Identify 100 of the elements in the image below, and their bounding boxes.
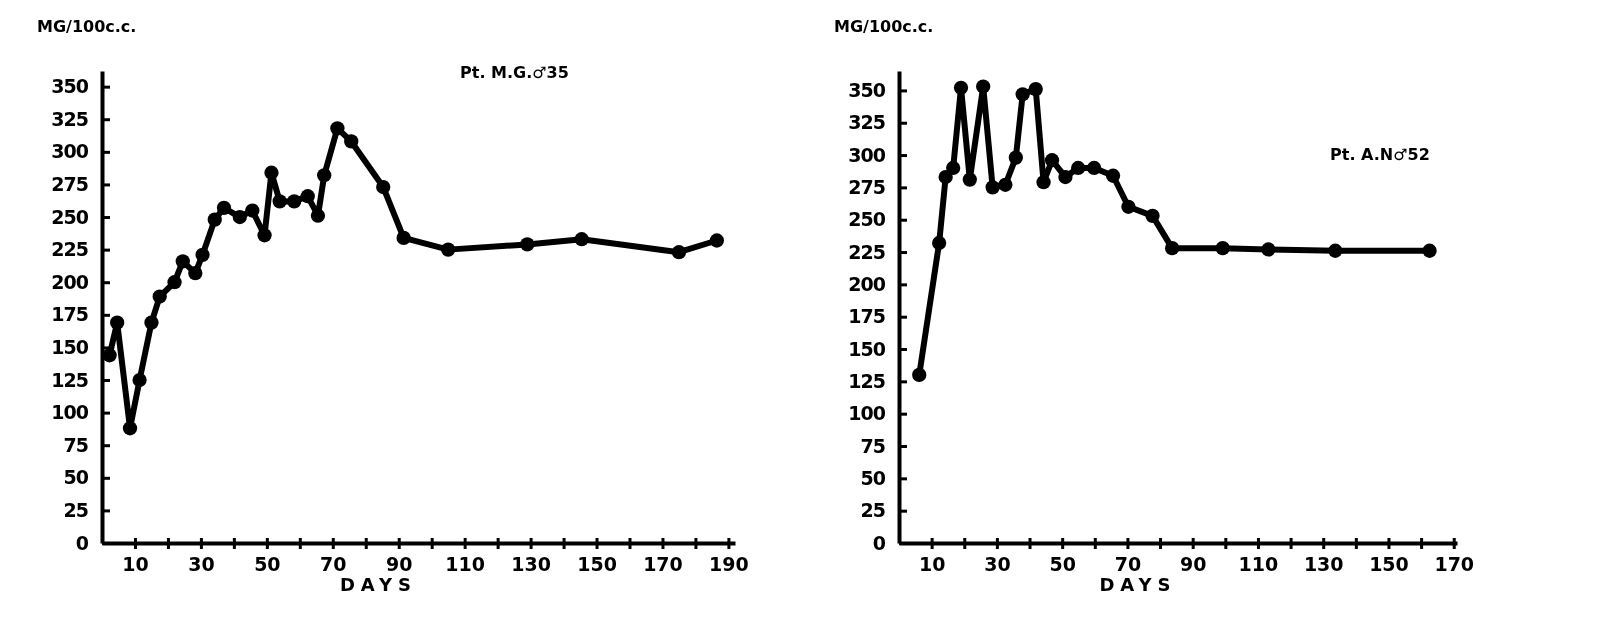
point <box>195 247 210 262</box>
point <box>272 194 287 209</box>
point <box>932 235 947 251</box>
y-tick-label: 325 <box>51 107 88 130</box>
x-tick-label: 10 <box>122 553 149 575</box>
x-tick-label: 170 <box>643 553 683 575</box>
y-tick-label: 275 <box>51 173 88 196</box>
point <box>396 230 411 246</box>
x-tick-label: 150 <box>1369 553 1409 575</box>
y-tick-label: 225 <box>848 240 885 263</box>
x-axis-title: DAYS <box>339 574 418 595</box>
point <box>175 254 190 269</box>
point <box>998 177 1013 192</box>
point <box>167 275 182 290</box>
y-tick-label: 25 <box>860 499 885 522</box>
point <box>985 180 1000 195</box>
x-tick-label: 70 <box>320 553 347 575</box>
y-tick-label: 250 <box>848 208 886 231</box>
x-tick-label: 70 <box>1114 553 1142 575</box>
point <box>1008 150 1023 165</box>
x-tick-label: 90 <box>1179 553 1207 575</box>
point <box>110 315 125 330</box>
y-tick-label: 350 <box>848 78 886 101</box>
point <box>152 289 167 304</box>
x-tick-label: 150 <box>577 553 617 575</box>
point <box>953 80 969 95</box>
chart-title: Pt. M.G.♂35 <box>460 63 569 82</box>
point <box>1145 208 1160 223</box>
point <box>300 189 315 204</box>
y-tick-label: 175 <box>848 305 885 328</box>
point <box>188 265 203 281</box>
point <box>1087 160 1102 176</box>
y-tick-label: 300 <box>848 143 886 166</box>
x-tick-label: 50 <box>1049 553 1076 575</box>
point <box>520 237 535 252</box>
point <box>344 134 359 149</box>
y-tick-label: 225 <box>51 238 88 261</box>
x-tick-label: 30 <box>188 553 215 575</box>
point <box>144 315 159 330</box>
point <box>441 242 456 257</box>
x-axis-title: DAYS <box>1099 574 1177 595</box>
y-tick-label: 150 <box>51 336 89 358</box>
point <box>257 228 272 243</box>
y-tick-label: 300 <box>51 140 89 163</box>
x-tick-label: 110 <box>445 553 485 575</box>
point <box>1121 199 1136 214</box>
y-tick-label: 50 <box>63 466 89 489</box>
point <box>132 372 147 388</box>
y-tick-label: 200 <box>848 272 886 295</box>
point <box>207 212 222 227</box>
point <box>574 232 589 247</box>
y-tick-label: 325 <box>848 111 885 134</box>
point <box>962 172 977 187</box>
y-tick-label: 0 <box>872 531 886 554</box>
point <box>1071 160 1086 176</box>
point <box>1261 242 1276 257</box>
point <box>709 233 724 248</box>
point <box>946 160 961 176</box>
point <box>310 208 326 223</box>
point <box>102 348 117 363</box>
y-tick-label: 50 <box>860 466 886 489</box>
x-tick-label: 170 <box>1434 553 1475 575</box>
point <box>122 421 138 436</box>
point <box>976 79 991 94</box>
point <box>245 203 260 218</box>
x-tick-label: 50 <box>254 553 281 575</box>
point <box>938 169 953 185</box>
y-axis-title: MG/100c.c. <box>37 17 137 36</box>
x-tick-label: 10 <box>918 553 946 575</box>
point <box>330 121 345 136</box>
x-tick-label: 110 <box>1238 553 1279 575</box>
point <box>912 367 927 383</box>
point <box>1105 168 1121 183</box>
x-tick-label: 190 <box>709 553 749 575</box>
y-tick-label: 200 <box>51 270 89 293</box>
point <box>216 200 232 216</box>
point <box>1044 153 1060 168</box>
y-tick-label: 125 <box>51 368 88 391</box>
x-tick-label: 30 <box>984 553 1011 575</box>
point <box>317 168 332 183</box>
y-tick-label: 350 <box>51 75 89 98</box>
y-tick-label: 25 <box>63 498 88 521</box>
point <box>1164 241 1180 256</box>
y-tick-label: 175 <box>51 303 88 326</box>
y-tick-label: 275 <box>848 175 885 198</box>
point <box>1215 241 1230 256</box>
point <box>1058 169 1073 185</box>
x-tick-label: 90 <box>385 553 413 575</box>
x-tick-label: 130 <box>1303 553 1344 575</box>
point <box>671 245 687 260</box>
text: Pt. A.N♂52 <box>1330 145 1430 164</box>
point <box>232 209 247 225</box>
point <box>287 194 302 209</box>
y-tick-label: 75 <box>860 434 885 457</box>
point <box>1328 243 1343 258</box>
y-tick-label: 100 <box>51 401 89 424</box>
point <box>1422 243 1437 258</box>
point <box>376 179 391 195</box>
y-tick-label: 0 <box>75 531 89 554</box>
point <box>1028 81 1043 97</box>
